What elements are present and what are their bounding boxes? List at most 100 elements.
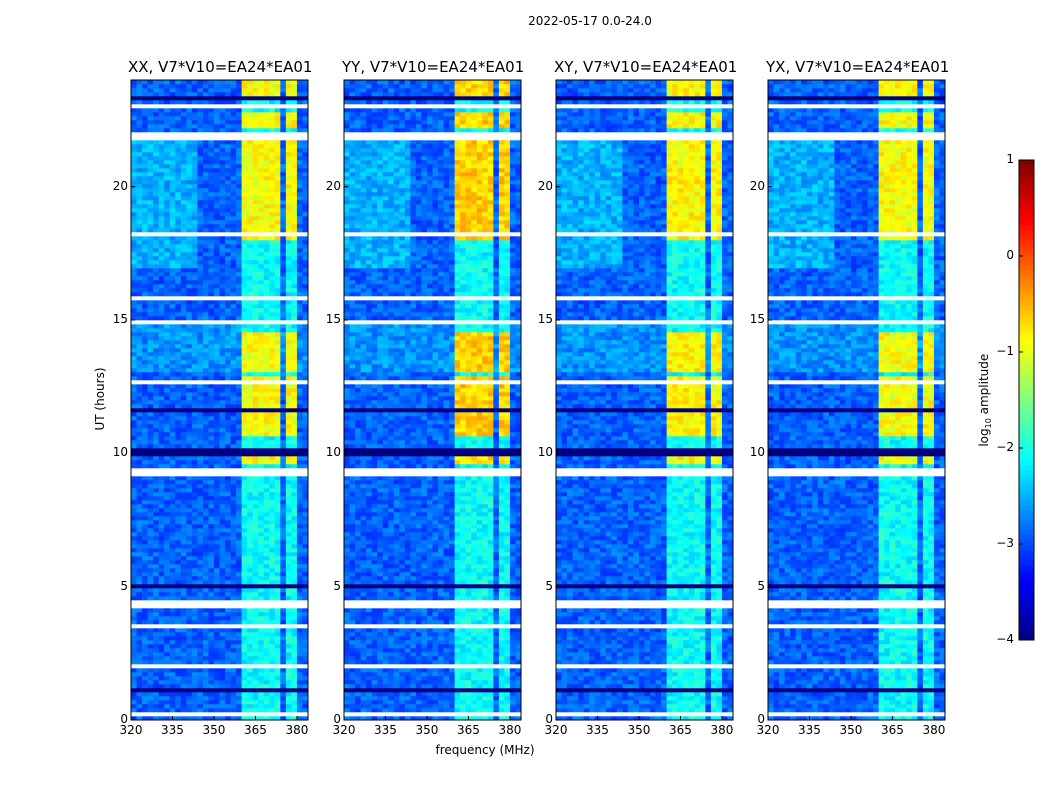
heatmap-cell <box>175 544 181 548</box>
heatmap-cell <box>208 680 214 684</box>
heatmap-cell <box>297 644 303 648</box>
heatmap-cell <box>231 192 237 196</box>
heatmap-cell <box>192 520 198 524</box>
heatmap-cell <box>131 656 137 660</box>
heatmap-cell <box>264 504 270 508</box>
heatmap-cell <box>203 692 209 696</box>
heatmap-cell <box>208 300 214 304</box>
heatmap-cell <box>220 612 226 616</box>
heatmap-cell <box>236 184 242 188</box>
heatmap-cell <box>214 112 220 116</box>
heatmap-cell <box>214 632 220 636</box>
heatmap-cell <box>159 408 165 412</box>
heatmap-cell <box>297 664 303 668</box>
heatmap-cell <box>137 696 143 700</box>
heatmap-cell <box>137 272 143 276</box>
heatmap-cell <box>192 204 198 208</box>
heatmap-cell <box>280 688 286 692</box>
heatmap-cell <box>181 428 187 432</box>
heatmap-cell <box>142 480 148 484</box>
heatmap-cell <box>192 260 198 264</box>
heatmap-cell <box>192 348 198 352</box>
heatmap-cell <box>164 132 170 136</box>
heatmap-cell <box>275 664 281 668</box>
heatmap-cell <box>231 452 237 456</box>
heatmap-cell <box>175 508 181 512</box>
heatmap-cell <box>264 96 270 100</box>
heatmap-cell <box>153 116 159 120</box>
heatmap-cell <box>258 268 264 272</box>
heatmap-cell <box>275 480 281 484</box>
heatmap-cell <box>258 132 264 136</box>
heatmap-cell <box>153 164 159 168</box>
heatmap-cell <box>159 704 165 708</box>
heatmap-cell <box>247 348 253 352</box>
heatmap-cell <box>280 188 286 192</box>
heatmap-cell <box>142 252 148 256</box>
heatmap-cell <box>137 584 143 588</box>
heatmap-cell <box>208 588 214 592</box>
heatmap-cell <box>264 128 270 132</box>
heatmap-cell <box>225 524 231 528</box>
heatmap-cell <box>247 516 253 520</box>
heatmap-cell <box>269 436 275 440</box>
heatmap-cell <box>186 508 192 512</box>
heatmap-cell <box>247 168 253 172</box>
heatmap-cell <box>291 632 297 636</box>
heatmap-cell <box>137 300 143 304</box>
heatmap-cell <box>159 304 165 308</box>
heatmap-cell <box>275 400 281 404</box>
heatmap-cell <box>208 552 214 556</box>
heatmap-cell <box>203 364 209 368</box>
heatmap-cell <box>253 668 259 672</box>
heatmap-cell <box>214 488 220 492</box>
heatmap-cell <box>264 536 270 540</box>
heatmap-cell <box>137 228 143 232</box>
heatmap-cell <box>153 320 159 324</box>
heatmap-cell <box>242 448 248 452</box>
heatmap-cell <box>302 672 308 676</box>
heatmap-cell <box>275 288 281 292</box>
heatmap-cell <box>269 448 275 452</box>
heatmap-cell <box>208 596 214 600</box>
heatmap-cell <box>208 700 214 704</box>
heatmap-cell <box>275 448 281 452</box>
heatmap-cell <box>159 164 165 168</box>
heatmap-cell <box>291 640 297 644</box>
heatmap-cell <box>208 352 214 356</box>
heatmap-cell <box>269 440 275 444</box>
heatmap-cell <box>236 356 242 360</box>
heatmap-cell <box>280 392 286 396</box>
heatmap-cell <box>131 116 137 120</box>
heatmap-cell <box>247 500 253 504</box>
heatmap-cell <box>208 320 214 324</box>
heatmap-cell <box>148 244 154 248</box>
heatmap-cell <box>214 616 220 620</box>
heatmap-cell <box>164 120 170 124</box>
heatmap-cell <box>214 236 220 240</box>
heatmap-cell <box>153 536 159 540</box>
heatmap-cell <box>286 476 292 480</box>
heatmap-cell <box>220 172 226 176</box>
heatmap-cell <box>137 284 143 288</box>
heatmap-cell <box>137 216 143 220</box>
heatmap-cell <box>148 344 154 348</box>
heatmap-cell <box>170 680 176 684</box>
heatmap-cell <box>242 668 248 672</box>
heatmap-cell <box>275 660 281 664</box>
heatmap-cell <box>203 556 209 560</box>
heatmap-cell <box>297 240 303 244</box>
heatmap-cell <box>231 500 237 504</box>
heatmap-cell <box>192 692 198 696</box>
heatmap-cell <box>164 708 170 712</box>
heatmap-cell <box>258 348 264 352</box>
heatmap-cell <box>242 544 248 548</box>
heatmap-cell <box>286 692 292 696</box>
heatmap-cell <box>280 364 286 368</box>
heatmap-cell <box>280 644 286 648</box>
heatmap-cell <box>275 152 281 156</box>
heatmap-cell <box>148 492 154 496</box>
heatmap-cell <box>186 404 192 408</box>
heatmap-cell <box>192 360 198 364</box>
heatmap-cell <box>225 668 231 672</box>
